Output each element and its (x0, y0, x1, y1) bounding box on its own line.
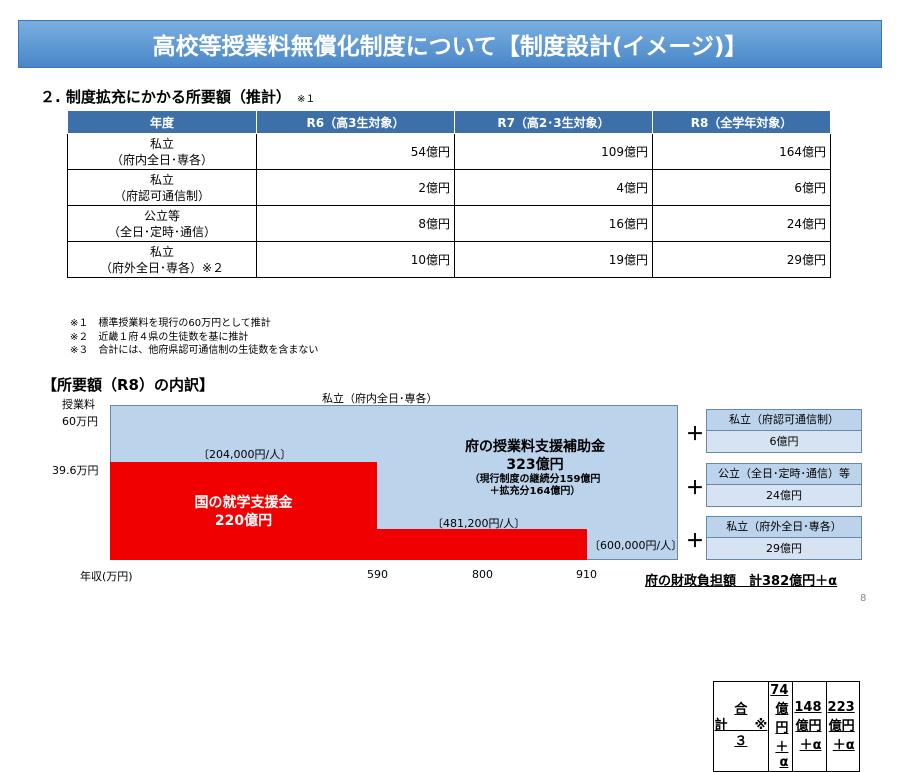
segment-label-3: 〔600,000円/人〕 (589, 539, 683, 552)
cell-r7: 4億円 (454, 169, 653, 206)
table-header-row: 年度 R6（高3生対象） R7（高2･3生対象） R8（全学年対象） (67, 110, 831, 134)
cell-r8: 24億円 (652, 205, 831, 242)
x-tick-800: 800 (472, 568, 493, 581)
header-year: 年度 (67, 110, 257, 134)
side-box-value: 29億円 (707, 538, 861, 559)
side-box: 私立（府認可通信制） 6億円 (706, 409, 862, 453)
side-box: 公立（全日･定時･通信）等 24億円 (706, 463, 862, 507)
row-category: 私立 （府認可通信制） (67, 169, 257, 206)
cell-r6: 2億円 (256, 169, 455, 206)
cell-r6: 10億円 (256, 241, 455, 278)
y-axis-tick: 39.6万円 (52, 464, 99, 477)
plus-sign: ＋ (686, 424, 704, 445)
x-axis-label: 年収(万円) (80, 570, 133, 583)
table-row: 私立 （府外全日･専各）※２ 10億円 19億円 29億円 (67, 241, 831, 278)
cell-r6: 8億円 (256, 205, 455, 242)
cell-r8: 6億円 (652, 169, 831, 206)
category-main: 私立 (149, 172, 174, 187)
segment-label-1: 〔204,000円/人〕 (198, 448, 292, 461)
section-heading-note: ※１ (296, 94, 316, 105)
breakdown-heading: 【所要額（R8）の内訳】 (42, 376, 214, 394)
chart-top-label: 私立（府内全日･専各） (322, 392, 438, 405)
section-heading-text: ２. 制度拡充にかかる所要額（推計） (40, 88, 291, 106)
cell-r7: 16億円 (454, 205, 653, 242)
table-row: 私立 （府認可通信制） 2億円 4億円 6億円 (67, 169, 831, 206)
prefecture-subsidy-title: 府の授業料支援補助金 (465, 439, 605, 455)
y-axis-max: 60万円 (62, 415, 98, 428)
x-tick-910: 910 (576, 568, 597, 581)
category-main: 公立等 (143, 208, 180, 223)
category-sub: （府認可通信制） (113, 188, 210, 203)
header-r8: R8（全学年対象） (652, 110, 831, 134)
national-support-area (110, 462, 377, 560)
total-label-cell: 合計 ※３ (712, 680, 770, 772)
segment-label-2: 〔481,200円/人〕 (432, 517, 526, 530)
category-sub: （府外全日･専各）※２ (99, 260, 225, 275)
category-sub: （府内全日･専各） (110, 152, 213, 167)
side-box: 私立（府外全日･専各） 29億円 (706, 516, 862, 560)
row-category: 私立 （府内全日･専各） (67, 133, 257, 170)
national-support-title: 国の就学支援金 (194, 495, 293, 511)
header-r6: R6（高3生対象） (256, 110, 455, 134)
national-support-amount: 220億円 (214, 513, 273, 529)
cell-r7: 109億円 (454, 133, 653, 170)
cost-table: 年度 R6（高3生対象） R7（高2･3生対象） R8（全学年対象） 私立 （府内… (67, 110, 860, 772)
prefecture-subsidy-detail2: ＋拡充分164億円） (489, 486, 581, 497)
category-sub: （全日･定時･通信） (107, 224, 216, 239)
prefecture-subsidy-detail1: （現行制度の継続分159億円 (469, 474, 601, 485)
side-box-value: 24億円 (707, 485, 861, 506)
footnote: ※３ 合計には、他府県認可通信制の生徒数を含まない (70, 345, 319, 356)
table-total-row: 合計 ※３ 74億円＋α 148億円＋α 223億円＋α (712, 680, 860, 772)
national-support-area-upper (377, 529, 587, 560)
total-r8: 223億円＋α (825, 680, 860, 772)
side-box-header: 公立（全日･定時･通信）等 (707, 464, 861, 485)
total-note: ※３ (734, 718, 768, 749)
plus-sign: ＋ (686, 531, 704, 552)
total-label: 合計 (714, 702, 748, 733)
category-main: 私立 (149, 136, 174, 151)
row-category: 公立等 （全日･定時･通信） (67, 205, 257, 242)
side-box-header: 私立（府外全日･専各） (707, 517, 861, 538)
row-category: 私立 （府外全日･専各）※２ (67, 241, 257, 278)
national-support-text: 国の就学支援金 220億円 (110, 494, 377, 530)
section-heading-cost: ２. 制度拡充にかかる所要額（推計） ※１ (40, 86, 315, 107)
plus-sign: ＋ (686, 478, 704, 499)
cell-r7: 19億円 (454, 241, 653, 278)
footnotes: ※１ 標準授業料を現行の60万円として推計 ※２ 近畿１府４県の生徒数を基に推計… (70, 317, 318, 358)
side-box-value: 6億円 (707, 431, 861, 452)
side-box-header: 私立（府認可通信制） (707, 410, 861, 431)
footnote: ※２ 近畿１府４県の生徒数を基に推計 (70, 331, 249, 343)
total-r6: 74億円＋α (768, 680, 794, 772)
table-row: 公立等 （全日･定時･通信） 8億円 16億円 24億円 (67, 205, 831, 242)
x-tick-590: 590 (367, 568, 388, 581)
prefecture-burden-total: 府の財政負担額 計382億円＋α (645, 574, 838, 589)
prefecture-subsidy-text: 府の授業料支援補助金 323億円 （現行制度の継続分159億円 ＋拡充分164億… (430, 438, 640, 498)
cell-r8: 164億円 (652, 133, 831, 170)
page-title: 高校等授業料無償化制度について【制度設計(イメージ)】 (18, 20, 882, 68)
table-row: 私立 （府内全日･専各） 54億円 109億円 164億円 (67, 133, 831, 170)
prefecture-subsidy-amount: 323億円 (506, 457, 564, 473)
y-axis-label: 授業料 (62, 398, 95, 411)
page-number: 8 (860, 593, 867, 604)
header-r7: R7（高2･3生対象） (454, 110, 653, 134)
footnote: ※１ 標準授業料を現行の60万円として推計 (70, 318, 271, 329)
cell-r6: 54億円 (256, 133, 455, 170)
total-r7: 148億円＋α (792, 680, 827, 772)
cell-r8: 29億円 (652, 241, 831, 278)
category-main: 私立 (149, 244, 174, 259)
